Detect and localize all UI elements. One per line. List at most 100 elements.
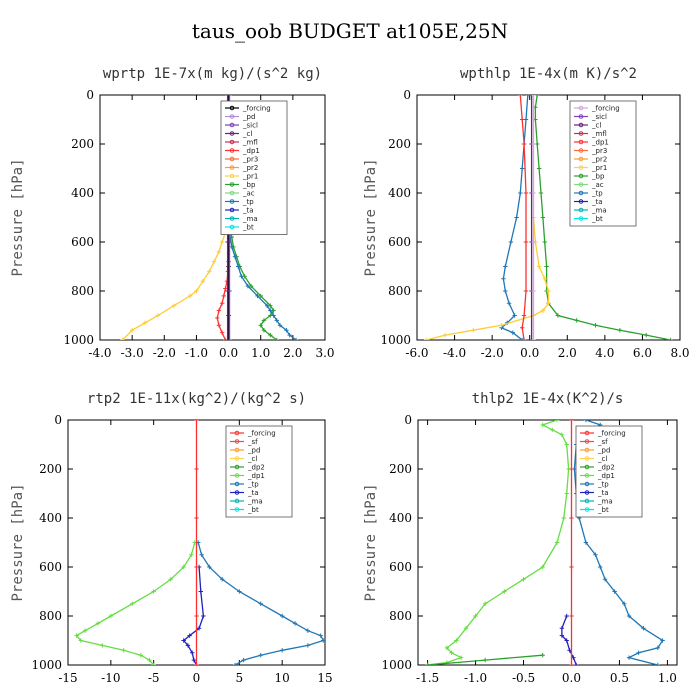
legend-label: _pd: [247, 447, 260, 455]
legend-marker: [229, 131, 235, 136]
legend-label: _bp: [242, 181, 256, 189]
legend-marker: [584, 430, 590, 436]
legend-label: _sf: [597, 438, 608, 446]
legend-label: _pr2: [242, 164, 258, 172]
x-tick-label: -4.0: [88, 346, 111, 360]
legend-marker: [578, 139, 584, 145]
x-tick-label: -2.0: [481, 346, 504, 360]
x-tick-label: 0.0: [219, 346, 238, 360]
legend-marker: [584, 473, 590, 478]
legend-label: _forcing: [597, 430, 626, 438]
y-tick-label: 400: [39, 511, 62, 525]
y-tick-label: 400: [71, 186, 94, 200]
x-tick-label: -15: [58, 671, 77, 685]
y-tick-label: 800: [388, 284, 411, 298]
y-tick-label: 1000: [380, 333, 411, 347]
y-tick-label: 1000: [31, 658, 62, 672]
x-tick-label: 1.0: [251, 346, 270, 360]
x-tick-label: 0.5: [610, 671, 629, 685]
legend-label: _ta: [247, 489, 259, 497]
chart-panel-4: thlp2 1E-4x(K^2)/s Pressure [hPa] -1.5 -1.0…: [363, 391, 678, 685]
legend-label: _ac: [242, 190, 255, 198]
legend-label: _pr1: [591, 164, 607, 172]
legend-marker: [578, 182, 584, 187]
x-tick-label: 4.0: [595, 346, 614, 360]
legend-label: _cl: [247, 455, 257, 463]
legend-marker: [584, 498, 590, 504]
y-tick-label: 1000: [381, 658, 412, 672]
legend-marker: [234, 464, 240, 470]
panel-title: wprtp 1E-7x(m kg)/(s^2 kg): [103, 66, 322, 82]
legend-label: _mfl: [591, 130, 607, 138]
y-tick-label: 800: [39, 609, 62, 623]
x-tick-label: -3.0: [121, 346, 144, 360]
legend-marker: [229, 148, 235, 153]
legend-marker: [229, 216, 235, 221]
legend-marker: [234, 430, 240, 436]
y-tick-label: 600: [388, 235, 411, 249]
legend-label: _dp2: [597, 464, 615, 472]
legend-marker: [578, 105, 584, 111]
legend-label: _dp2: [247, 464, 265, 472]
series-line-1: [427, 420, 570, 665]
legend-marker: [578, 190, 584, 196]
y-tick-label: 800: [389, 609, 412, 623]
legend-label: _pr2: [591, 156, 607, 164]
legend-marker: [584, 464, 590, 470]
panel-title: rtp2 1E-11x(kg^2)/(kg^2 s): [87, 391, 306, 407]
x-tick-label: -5: [148, 671, 160, 685]
legend-label: _ma: [242, 215, 258, 223]
legend-marker: [578, 156, 584, 162]
legend-label: _bt: [597, 506, 609, 514]
x-tick-label: 5: [236, 671, 244, 685]
series-group: [74, 420, 325, 665]
plot-frame: [417, 419, 678, 666]
legend-marker: [578, 148, 584, 153]
x-tick-label: 8.0: [670, 346, 689, 360]
y-tick-label: 600: [71, 235, 94, 249]
legend-label: _forcing: [591, 105, 620, 113]
x-tick-label: 10: [275, 671, 290, 685]
legend-label: _ma: [597, 498, 613, 506]
figure-title: taus_oob BUDGET at105E,25N: [192, 19, 508, 43]
legend-label: _ac: [591, 181, 604, 189]
y-tick-label: 0: [404, 413, 412, 427]
legend-marker: [234, 507, 240, 512]
legend-label: _ta: [242, 207, 254, 215]
panel-title: thlp2 1E-4x(K^2)/s: [472, 391, 624, 407]
legend-label: _bp: [591, 173, 605, 181]
legend-marker: [584, 481, 590, 487]
legend-marker: [234, 439, 240, 444]
legend-label: _pd: [242, 113, 255, 121]
legend-label: _pr1: [242, 173, 258, 181]
legend-marker: [584, 490, 590, 495]
legend-marker: [578, 165, 584, 170]
legend-marker: [229, 122, 235, 128]
legend-label: _bt: [591, 215, 603, 223]
legend-box: [569, 100, 637, 227]
legend-label: _dp1: [597, 472, 615, 480]
legend-label: _pd: [597, 447, 610, 455]
legend-label: _sicl: [591, 113, 607, 121]
x-tick-label: -6.0: [405, 346, 428, 360]
x-tick-label: 0: [193, 671, 201, 685]
legend: _forcing_sf_pd_cl_dp2_dp1_tp_ta_ma_bt: [225, 425, 293, 518]
legend-label: _cl: [591, 122, 601, 130]
chart-panel-1: wprtp 1E-7x(m kg)/(s^2 kg) Pressure [hPa]…: [10, 66, 335, 360]
legend-marker: [578, 216, 584, 221]
legend-marker: [229, 139, 235, 145]
legend: _forcing_sicl_cl_mfl_dp1_pr3_pr2_pr1_bp_…: [569, 100, 637, 227]
legend-label: _cl: [242, 130, 252, 138]
x-tick-label: -0.5: [512, 671, 535, 685]
x-tick-label: 2.0: [283, 346, 302, 360]
legend-label: _pr3: [591, 147, 607, 155]
y-axis-label: Pressure [hPa]: [363, 158, 379, 276]
y-tick-label: 200: [39, 462, 62, 476]
legend-marker: [234, 473, 240, 478]
y-axis-label: Pressure [hPa]: [10, 158, 26, 276]
y-tick-label: 0: [54, 413, 62, 427]
legend-label: _tp: [247, 481, 259, 489]
series-line-2: [500, 95, 529, 340]
legend-label: _ma: [591, 207, 607, 215]
legend-marker: [229, 105, 235, 111]
